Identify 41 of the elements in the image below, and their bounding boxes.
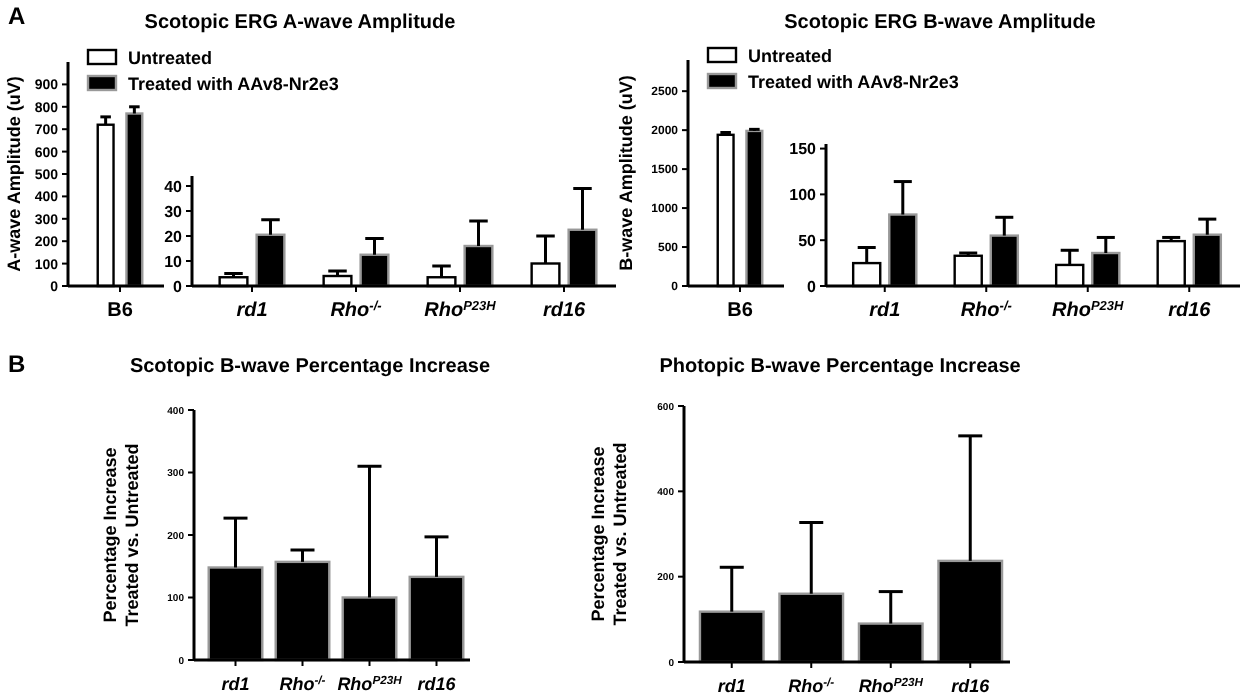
y-axis-title: Percentage Increase Treated vs. Untreated (100, 443, 142, 627)
y-tick-label: 0 (173, 277, 184, 296)
x-tick-label: rd1 (221, 674, 250, 694)
x-tick-label: rd16 (542, 300, 586, 322)
x-tick-label: rd16 (1168, 300, 1212, 322)
legend-label: Untreated (748, 46, 833, 66)
x-tick-label: Rho$^{P23H}$ (1052, 299, 1125, 322)
legend-label: Treated with AAv8-Nr2e3 (748, 72, 959, 92)
x-tick-label: Rho$^{-/-}$ (960, 299, 1012, 322)
y-tick-label: 10 (164, 252, 184, 271)
x-tick-label: rd1 (869, 300, 902, 322)
text: Scotopic ERG A-wave Amplitude (144, 12, 457, 34)
y-tick-label: 0 (807, 277, 818, 296)
y-tick-label: 30 (164, 202, 184, 221)
chart-title: Photopic B-wave Percentage Increase (659, 356, 1022, 378)
text: B (8, 350, 26, 378)
y-tick-label: 40 (164, 177, 184, 196)
y-tick-label: 20 (164, 227, 184, 246)
y-axis-title: Percentage Increase Treated vs. Untreated (588, 442, 630, 626)
y-axis-title: A-wave Amplitude (uV) (4, 76, 24, 272)
text: A (8, 2, 26, 30)
x-tick-label: Rho$^{P23H}$ (337, 674, 404, 694)
x-tick-label: rd1 (717, 676, 746, 694)
x-tick-label: rd16 (417, 674, 458, 694)
chart-title: Scotopic B-wave Percentage Increase (129, 356, 491, 378)
y-tick-label: 100 (789, 185, 818, 204)
y-tick-label: 50 (798, 231, 818, 250)
x-tick-label: B6 (727, 300, 754, 322)
x-tick-label: Rho$^{-/-}$ (788, 676, 835, 694)
x-tick-label: Rho$^{P23H}$ (424, 299, 497, 322)
y-axis-title: B-wave Amplitude (uV) (616, 75, 636, 271)
legend-label: Treated with AAv8-Nr2e3 (128, 74, 339, 94)
x-tick-label: Rho$^{-/-}$ (279, 674, 326, 694)
text: Scotopic ERG B-wave Amplitude (784, 12, 1097, 34)
x-tick-label: Rho$^{P23H}$ (858, 676, 925, 694)
y-tick-label: 150 (789, 140, 818, 159)
x-tick-label: rd16 (951, 676, 992, 694)
legend-label: Untreated (128, 48, 213, 68)
x-tick-label: Rho$^{-/-}$ (330, 299, 382, 322)
x-tick-label: rd1 (236, 300, 269, 322)
x-tick-label: B6 (107, 300, 134, 322)
